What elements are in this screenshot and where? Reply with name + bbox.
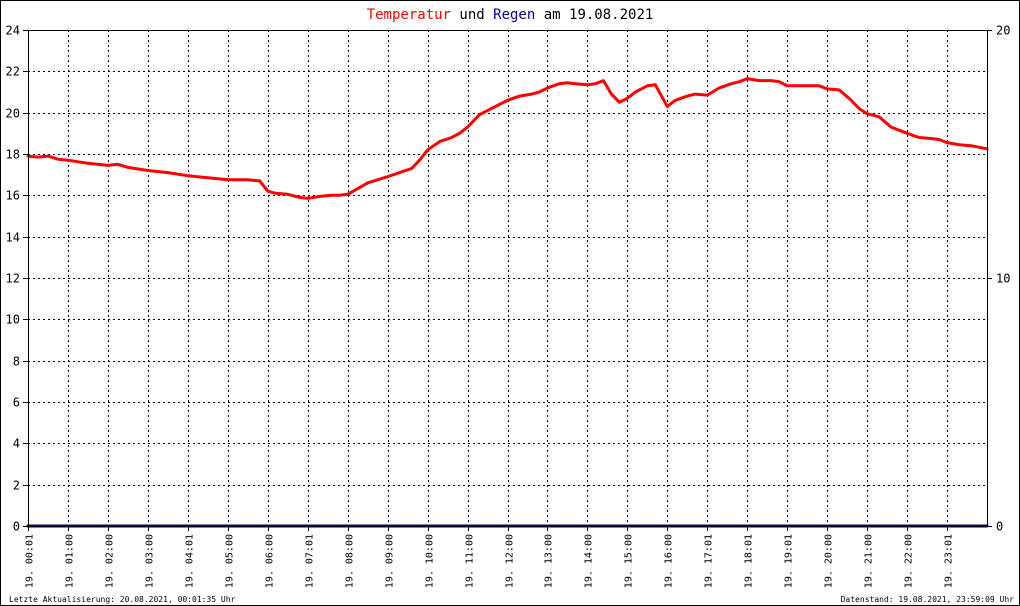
title-date: am 19.08.2021: [535, 7, 653, 23]
x-tick-label: 19. 04:01: [185, 534, 196, 588]
x-tick-label: 19. 18:01: [744, 534, 755, 588]
x-tick-label: 19. 09:00: [385, 534, 396, 588]
y-tick-label: 24: [6, 24, 20, 38]
temperature-line: [26, 77, 989, 200]
x-tick-label: 19. 17:01: [704, 534, 715, 588]
chart-title: Temperatur und Regen am 19.08.2021: [367, 7, 654, 23]
x-tick-label: 19. 16:00: [664, 534, 675, 588]
title-und: und: [451, 7, 493, 23]
plot-frame: [28, 30, 988, 527]
y-tick-label: 8: [13, 355, 20, 369]
title-rain: Regen: [493, 7, 535, 23]
y2-tick-label: 0: [996, 520, 1003, 534]
y2-tick-label: 10: [996, 272, 1010, 286]
y-tick-label: 18: [6, 148, 20, 162]
y-tick-label: 2: [13, 479, 20, 493]
y-tick-label: 12: [6, 272, 20, 286]
y-tick-label: 20: [6, 107, 20, 121]
y-tick-label: 6: [13, 396, 20, 410]
x-tick-label: 19. 15:00: [624, 534, 635, 588]
y2-tick-label: 20: [996, 24, 1010, 38]
x-tick-label: 19. 05:00: [225, 534, 236, 588]
x-tick-label: 19. 07:01: [305, 534, 316, 588]
title-temperature: Temperatur: [367, 7, 451, 23]
x-tick-label: 19. 22:00: [904, 534, 915, 588]
x-tick-label: 19. 14:00: [584, 534, 595, 588]
x-tick-label: 19. 10:00: [425, 534, 436, 588]
x-tick-label: 19. 21:00: [864, 534, 875, 588]
series-lines: [26, 77, 989, 528]
x-tick-label: 19. 23:01: [944, 534, 955, 588]
y-tick-label: 4: [13, 437, 20, 451]
x-tick-label: 19. 12:00: [505, 534, 516, 588]
x-tick-label: 19. 02:00: [105, 534, 116, 588]
x-tick-label: 19. 06:00: [265, 534, 276, 588]
x-tick-label: 19. 08:00: [345, 534, 356, 588]
y-tick-label: 0: [13, 520, 20, 534]
footer-last-update: Letzte Aktualisierung: 20.08.2021, 00:01…: [9, 595, 236, 604]
x-tick-label: 19. 01:00: [65, 534, 76, 588]
x-tick-label: 19. 11:00: [465, 534, 476, 588]
y-tick-label: 22: [6, 65, 20, 79]
y-tick-label: 14: [6, 231, 20, 245]
x-tick-label: 19. 03:00: [145, 534, 156, 588]
x-tick-label: 19. 13:00: [544, 534, 555, 588]
grid: [28, 30, 987, 526]
y-tick-label: 16: [6, 189, 20, 203]
y-tick-label: 10: [6, 313, 20, 327]
x-tick-label: 19. 19:01: [784, 534, 795, 588]
footer-data-status: Datenstand: 19.08.2021, 23:59:09 Uhr: [841, 595, 1015, 604]
x-tick-label: 19. 00:01: [25, 534, 36, 588]
x-tick-label: 19. 20:00: [824, 534, 835, 588]
